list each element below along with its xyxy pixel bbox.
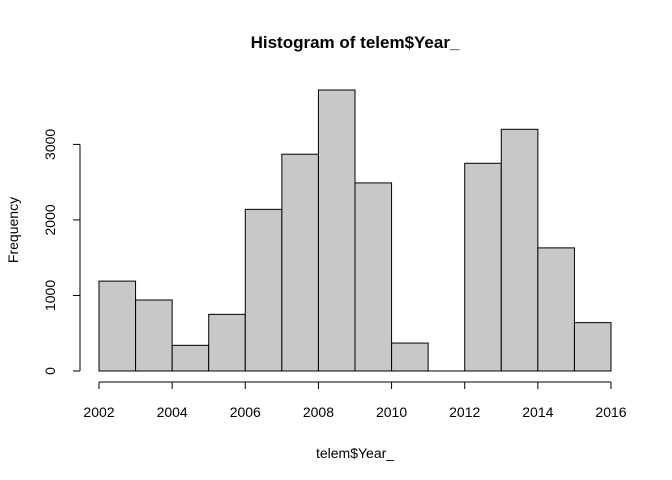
histogram-bar — [500, 128, 539, 372]
histogram-bar — [281, 153, 319, 372]
x-tick-label: 2006 — [230, 404, 261, 420]
histogram-bar — [135, 299, 173, 372]
y-tick-label: 3000 — [42, 129, 58, 160]
x-tick-label: 2012 — [449, 404, 480, 420]
histogram-bar — [98, 280, 137, 372]
histogram-bar — [244, 208, 283, 372]
x-tick-label: 2002 — [83, 404, 114, 420]
y-axis: 0 1000 2000 3000 — [42, 129, 81, 375]
histogram-bar — [317, 89, 356, 372]
x-axis-label: telem$Year_ — [316, 445, 394, 461]
histogram-bar — [354, 182, 393, 372]
chart-title: Histogram of telem$Year_ — [251, 33, 460, 52]
histogram-bar — [208, 313, 246, 372]
x-tick-label: 2016 — [595, 404, 626, 420]
y-tick-label: 2000 — [42, 204, 58, 235]
x-axis: 2002 2004 2006 2008 2010 2012 2014 2016 — [83, 381, 627, 420]
y-tick-label: 1000 — [42, 280, 58, 311]
y-tick-label: 0 — [42, 367, 58, 375]
histogram-bar — [573, 322, 612, 372]
y-axis-label: Frequency — [5, 197, 21, 263]
histogram-bar — [171, 344, 210, 372]
histogram-bar — [537, 247, 575, 372]
histogram-bar — [391, 342, 429, 372]
histogram-bar — [464, 162, 502, 372]
x-tick-label: 2010 — [376, 404, 407, 420]
bars-group — [98, 89, 612, 372]
x-tick-label: 2014 — [522, 404, 553, 420]
x-tick-label: 2008 — [303, 404, 334, 420]
x-tick-label: 2004 — [157, 404, 188, 420]
